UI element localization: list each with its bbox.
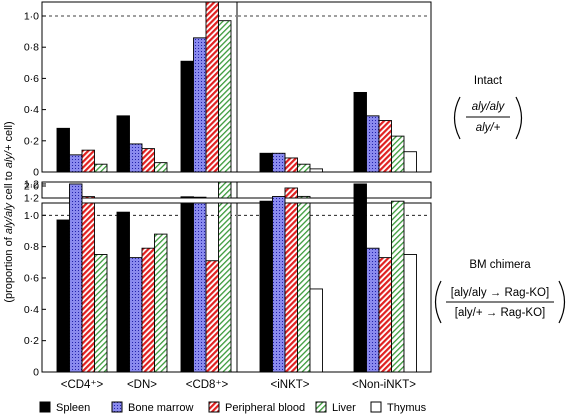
category-label-non-inkt: <Non-iNKT> [352,379,416,391]
bar-chimera-inkt-spleen [259,200,273,373]
chimera-y-tick-label: 0·8 [24,241,39,253]
bm-chimera-formula-denominator: [aly/+ → Rag-KO] [455,307,545,319]
chimera-upper-frame [236,181,432,199]
axes-layer: 0 0·2 0·4 0·6 0·8 1·0 0 0·2 0·4 0·6 0·8 1·0 1·22·01·… [24,11,46,379]
bar-intact-inkt-thymus [309,168,323,173]
bar-chimera-upper-cd8-liver [218,181,232,199]
legend-swatch-peripheral-blood [208,401,220,413]
intact-y-tick-label: 0·2 [24,135,39,147]
bar-intact-inkt-liver [297,163,311,173]
intact-y-tick-label: 0 [33,167,39,179]
bar-chimera-inkt-thymus [309,288,323,373]
bar-chimera-upper-inkt-liver [297,195,311,199]
bar-intact-non-inkt-bone-marrow [366,115,380,173]
bar-chimera-upper-cd8-spleen [180,196,194,199]
bar-intact-cd4-spleen [56,127,70,173]
bar-intact-inkt-bone-marrow [272,152,286,173]
y-axis-label: (proportion of aly/aly cell to aly/+ cel… [3,121,15,302]
bar-intact-cd4-peripheral-blood [81,149,95,173]
bar-chimera-non-inkt-spleen [353,183,367,373]
bar-intact-cd8-bone-marrow [193,37,207,173]
intact-label: Intact [474,75,503,87]
bar-chimera-dn-bone-marrow [129,257,143,373]
bar-chimera-inkt-peripheral-blood [284,202,298,373]
bars-layer [56,1,417,373]
legend-label-spleen: Spleen [56,402,90,414]
category-label-cd4: <CD4⁺> [61,379,104,391]
category-label-cd8: <CD8⁺> [186,379,229,391]
legend-label-peripheral-blood: Peripheral blood [225,402,305,414]
bar-chimera-inkt-liver [297,202,311,373]
chimera-y-tick-label: 0·2 [24,335,39,347]
bar-chimera-upper-inkt-peripheral-blood [284,187,298,199]
bar-intact-non-inkt-thymus [403,151,417,173]
bm-chimera-label: BM chimera [469,259,531,271]
bar-chimera-cd8-spleen [180,202,194,373]
bar-intact-cd4-liver [94,163,108,173]
bar-intact-cd8-liver [218,20,232,173]
legend-swatch-spleen [39,401,51,413]
bar-intact-inkt-peripheral-blood [284,157,298,173]
intact-formula-denominator: aly/+ [476,122,501,134]
bar-intact-dn-peripheral-blood [141,148,155,173]
bm-chimera-annotation: BM chimera [aly/aly → Rag-KO] [aly/+ → R… [434,259,566,324]
bar-intact-dn-spleen [116,115,130,173]
chimera-y-tick-label: 0·4 [24,304,39,316]
category-label-dn: <DN> [127,379,157,391]
legend-swatch-thymus [370,401,382,413]
bar-chimera-cd4-bone-marrow [69,183,83,373]
chimera-y-tick-label: 1·2 [24,178,39,190]
chimera-y-tick-label: 0 [33,367,39,379]
category-labels: <CD4⁺> <DN> <CD8⁺> <iNKT> <Non-iNKT> [61,379,416,391]
bar-intact-cd8-peripheral-blood [205,1,219,173]
bar-intact-cd8-spleen [180,60,194,173]
chimera-break-tick-label: 1·2 [24,193,39,205]
bm-chimera-formula-numerator: [aly/aly → Rag-KO] [451,287,549,299]
intact-y-tick-label: 0·8 [24,42,39,54]
legend: Spleen Bone marrow Peripheral blood Live… [39,401,427,414]
bar-chimera-upper-cd4-peripheral-blood [81,196,95,199]
intact-y-tick-label: 1·0 [24,11,39,23]
intact-y-tick-label: 0·6 [24,73,39,85]
bar-chimera-non-inkt-bone-marrow [366,247,380,373]
legend-swatch-bone-marrow [111,401,123,413]
bar-chimera-inkt-bone-marrow [272,196,286,373]
bar-chimera-cd4-spleen [56,219,70,373]
bar-intact-inkt-spleen [259,152,273,173]
legend-label-bone-marrow: Bone marrow [128,402,193,414]
chimera-y-tick-label: 0·6 [24,272,39,284]
bar-chimera-non-inkt-thymus [403,254,417,373]
chimera-break-tick-label: 2·0 [24,181,39,193]
intact-annotation: Intact aly/aly aly/+ [453,75,523,140]
bar-chimera-non-inkt-peripheral-blood [378,257,392,373]
bar-chimera-dn-liver [154,233,168,373]
bar-chimera-cd4-liver [94,254,108,373]
bar-chimera-cd8-liver [218,202,232,373]
chimera-y-tick-label: 1·0 [24,210,39,222]
bar-intact-non-inkt-peripheral-blood [378,120,392,173]
bar-intact-non-inkt-liver [391,135,405,173]
bar-chimera-cd8-peripheral-blood [205,260,219,373]
bar-intact-non-inkt-spleen [353,91,367,173]
bar-intact-dn-bone-marrow [129,143,143,173]
intact-frame [236,1,432,173]
bar-chimera-dn-peripheral-blood [141,247,155,373]
bar-intact-dn-liver [154,162,168,173]
chimera-lower-frame [236,202,432,373]
intact-y-tick-label: 0·4 [24,104,39,116]
category-label-inkt: <iNKT> [271,379,310,391]
legend-label-thymus: Thymus [387,402,427,414]
bar-chimera-dn-spleen [116,211,130,373]
intact-formula-numerator: aly/aly [472,101,506,113]
legend-swatch-liver [315,401,327,413]
legend-label-liver: Liver [332,402,356,414]
bar-intact-cd4-bone-marrow [69,154,83,173]
bar-chimera-non-inkt-liver [391,200,405,373]
bar-chimera-cd8-bone-marrow [193,202,207,373]
bar-chimera-upper-cd8-bone-marrow [193,196,207,199]
bar-chimera-cd4-peripheral-blood [81,202,95,373]
